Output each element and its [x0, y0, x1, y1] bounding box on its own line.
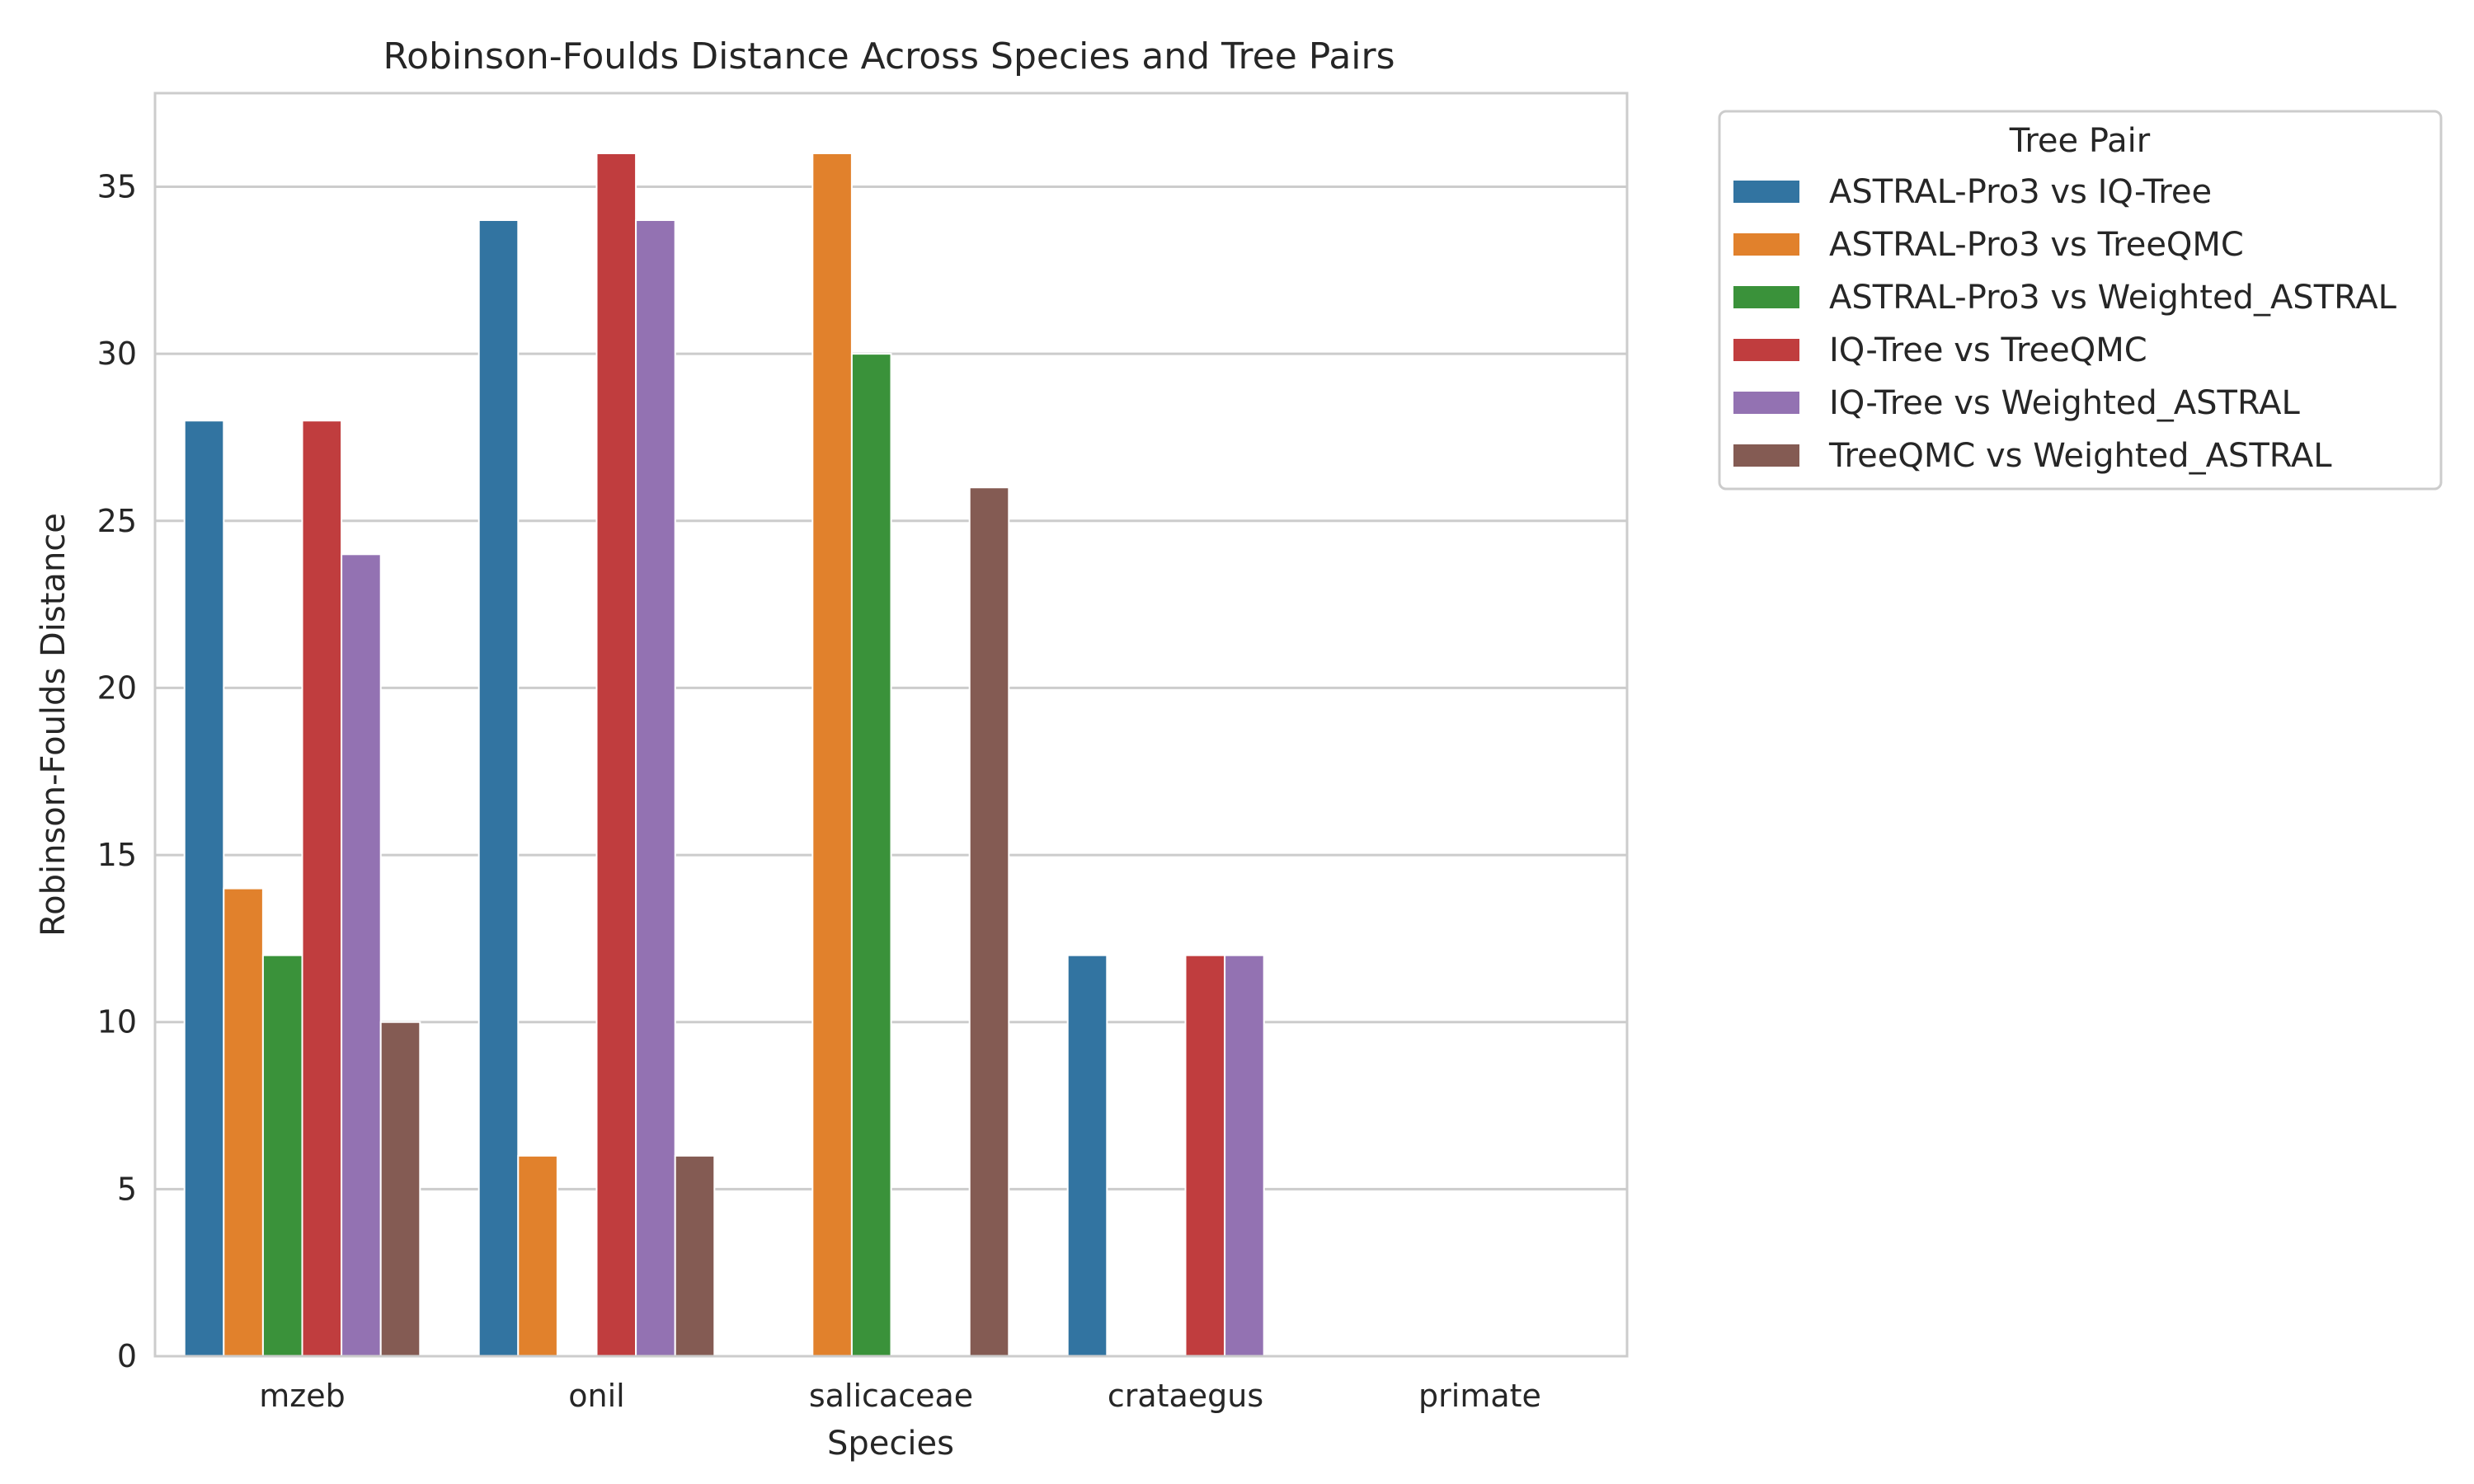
legend-label: IQ-Tree vs TreeQMC	[1829, 331, 2147, 369]
legend-label: ASTRAL-Pro3 vs IQ-Tree	[1829, 173, 2212, 211]
bar-onil-3	[595, 152, 637, 1357]
legend-swatch	[1733, 233, 1799, 256]
bars-group	[183, 152, 1265, 1358]
bar-mzeb-5	[379, 1021, 421, 1357]
legend-item: ASTRAL-Pro3 vs IQ-Tree	[1733, 173, 2212, 211]
x-tick-label: onil	[568, 1378, 624, 1414]
legend-item: IQ-Tree vs Weighted_ASTRAL	[1733, 384, 2301, 422]
y-tick-label: 30	[97, 336, 137, 372]
bar-mzeb-3	[301, 420, 343, 1357]
legend-swatch	[1733, 392, 1799, 414]
legend-label: IQ-Tree vs Weighted_ASTRAL	[1829, 384, 2301, 422]
y-tick-label: 10	[97, 1004, 137, 1040]
bar-crataegus-0	[1066, 954, 1108, 1357]
legend: Tree Pair ASTRAL-Pro3 vs IQ-TreeASTRAL-P…	[1718, 110, 2443, 491]
plot-frame	[153, 92, 1629, 1358]
x-tick-label: crataegus	[1108, 1378, 1263, 1414]
legend-item: TreeQMC vs Weighted_ASTRAL	[1733, 437, 2332, 475]
legend-label: ASTRAL-Pro3 vs TreeQMC	[1829, 226, 2244, 264]
legend-item: ASTRAL-Pro3 vs TreeQMC	[1733, 226, 2244, 264]
bar-onil-4	[635, 219, 676, 1357]
bar-mzeb-0	[183, 420, 225, 1357]
bar-onil-5	[674, 1154, 716, 1358]
bar-salicaceae-5	[968, 486, 1010, 1357]
legend-box	[1718, 110, 2443, 491]
legend-swatch	[1733, 339, 1799, 361]
x-tick-label: mzeb	[259, 1378, 345, 1414]
y-axis-label: Robinson-Foulds Distance	[35, 513, 73, 937]
bar-onil-0	[477, 219, 520, 1357]
y-tick-label: 20	[97, 669, 137, 706]
bar-mzeb-2	[261, 954, 303, 1357]
bar-salicaceae-2	[850, 353, 892, 1358]
legend-swatch	[1733, 181, 1799, 203]
x-tick-label: primate	[1418, 1378, 1541, 1414]
y-tick-label: 5	[117, 1171, 137, 1207]
x-ticks: mzeb onil salicaceae crataegus primate	[259, 1378, 1541, 1414]
y-ticks: 0 5 10 15 20 25 30 35	[97, 168, 137, 1374]
y-tick-label: 0	[117, 1338, 137, 1374]
legend-label: ASTRAL-Pro3 vs Weighted_ASTRAL	[1829, 279, 2397, 317]
legend-title: Tree Pair	[2009, 122, 2151, 160]
y-tick-label: 35	[97, 168, 137, 204]
legend-item: IQ-Tree vs TreeQMC	[1733, 331, 2147, 369]
bar-salicaceae-1	[811, 152, 853, 1357]
bar-onil-1	[517, 1154, 558, 1358]
bar-crataegus-4	[1224, 954, 1265, 1357]
bar-crataegus-3	[1184, 954, 1226, 1357]
bar-mzeb-4	[341, 553, 382, 1357]
chart-title: Robinson-Foulds Distance Across Species …	[383, 35, 1395, 77]
legend-item: ASTRAL-Pro3 vs Weighted_ASTRAL	[1733, 279, 2397, 317]
x-axis-label: Species	[827, 1425, 954, 1463]
bar-mzeb-1	[223, 887, 264, 1358]
legend-swatch	[1733, 444, 1799, 467]
legend-label: TreeQMC vs Weighted_ASTRAL	[1828, 437, 2332, 475]
y-tick-label: 15	[97, 837, 137, 873]
y-tick-label: 25	[97, 503, 137, 539]
legend-items: ASTRAL-Pro3 vs IQ-Tree ASTRAL-Pro3 vs Tre…	[1733, 173, 2397, 475]
legend-swatch	[1733, 286, 1799, 308]
x-tick-label: salicaceae	[809, 1378, 973, 1414]
